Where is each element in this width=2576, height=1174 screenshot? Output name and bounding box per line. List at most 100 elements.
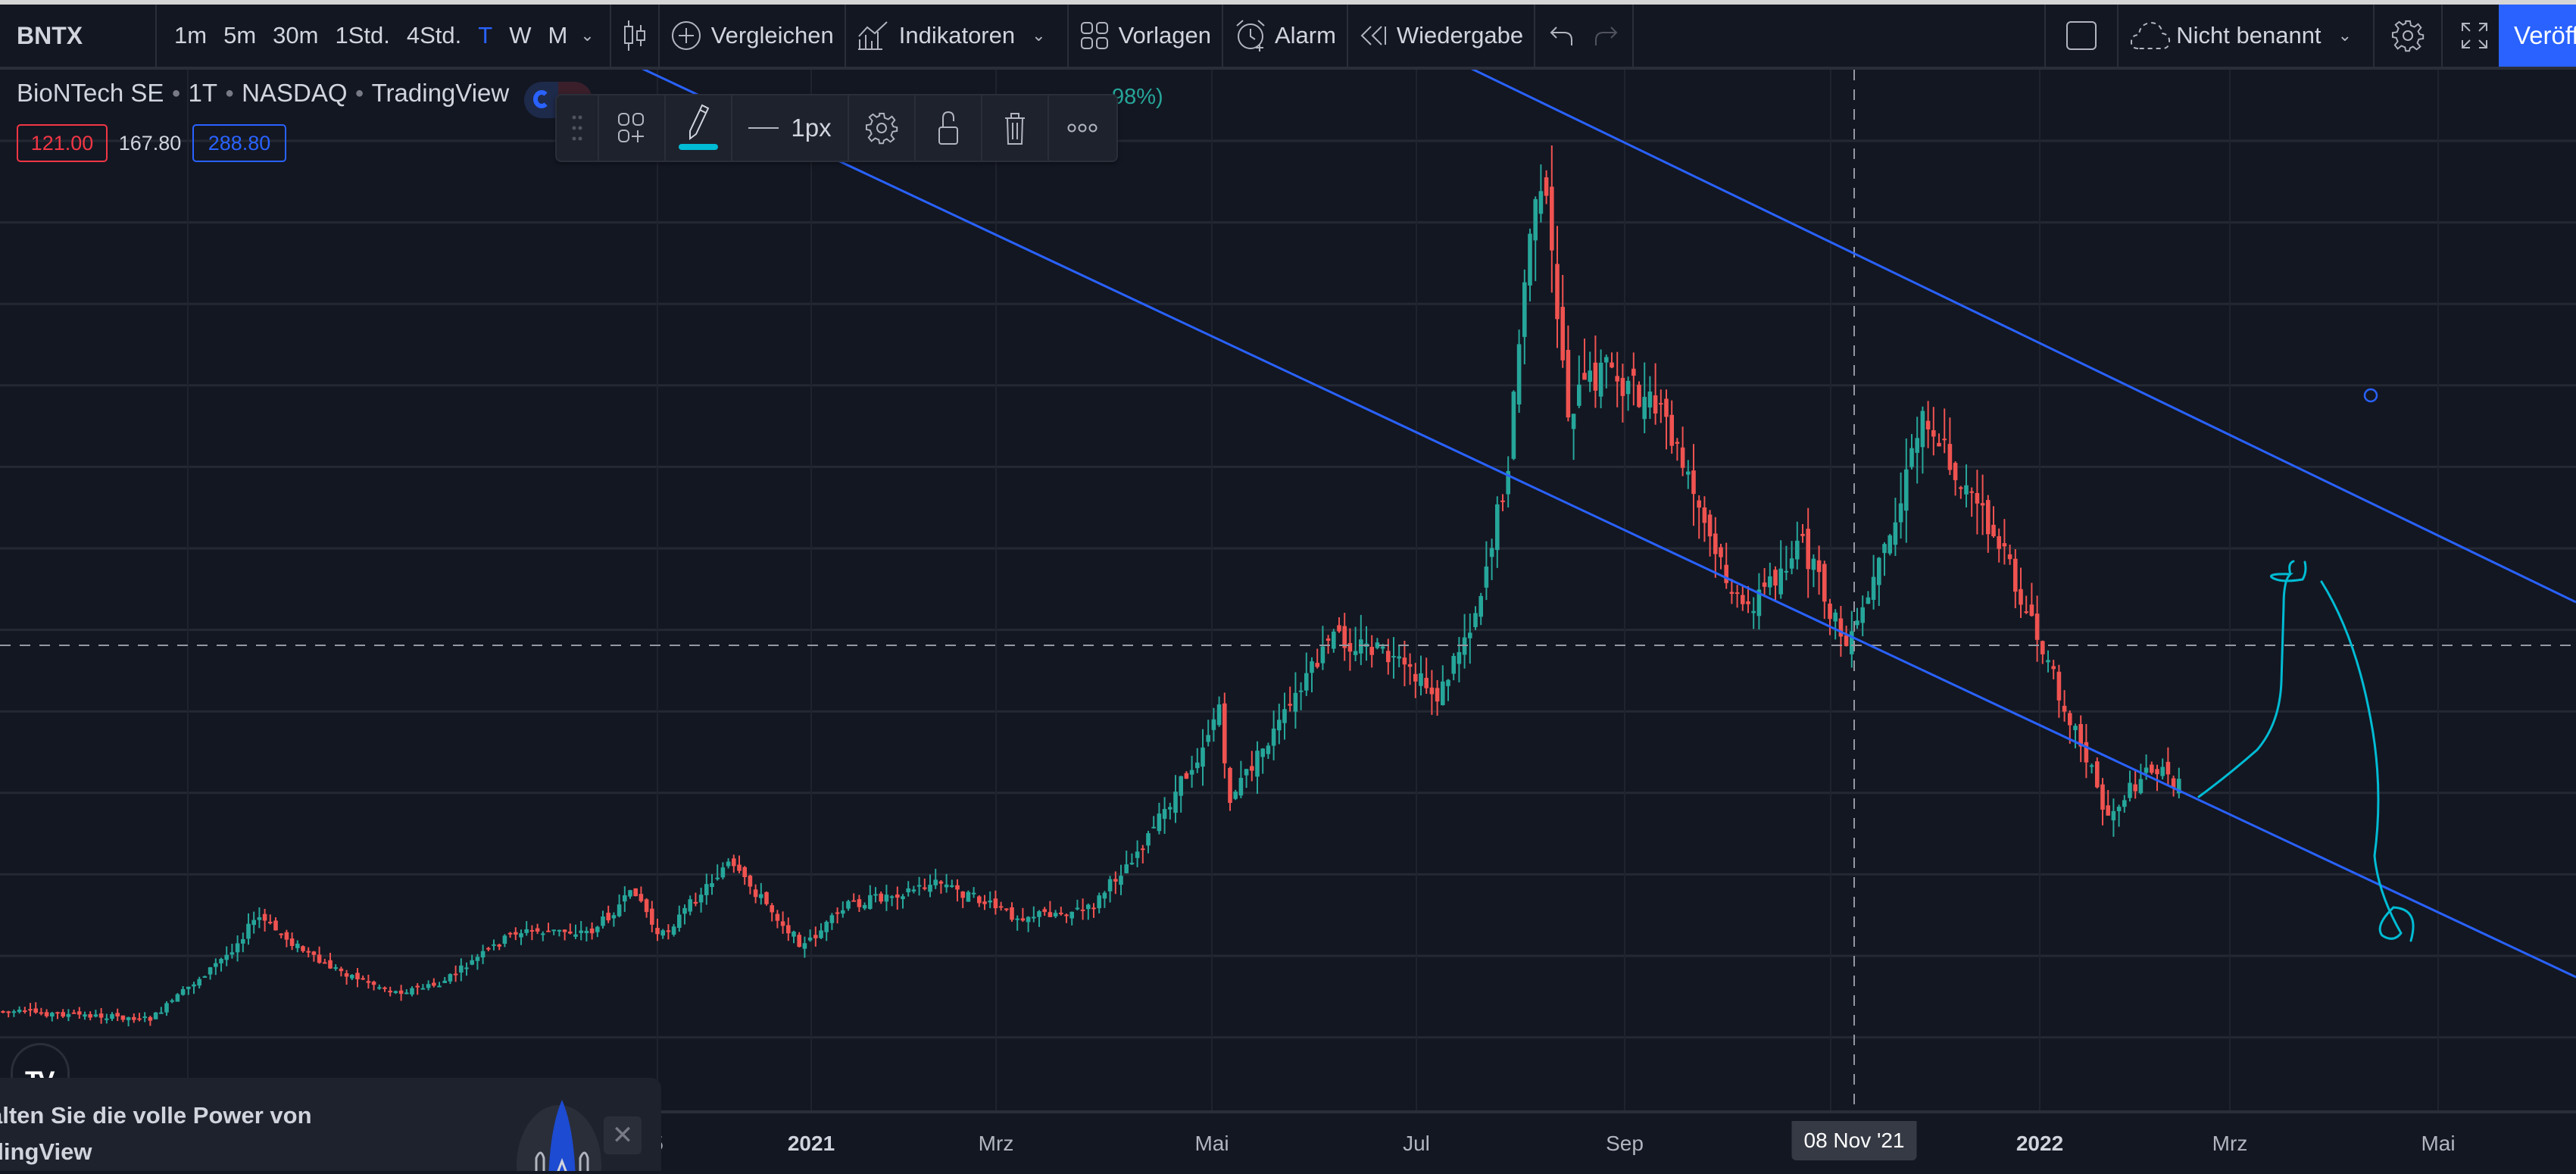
line-width-button[interactable]: 1px (732, 95, 849, 161)
template-add-icon (618, 113, 644, 142)
lock-drawing-button[interactable] (916, 95, 982, 161)
toolbar-divider (2373, 5, 2375, 67)
time-axis-label: Jul (1403, 1132, 1430, 1155)
toolbar-divider (1534, 5, 1536, 67)
toolbar-divider (657, 5, 660, 67)
layout-chevron-icon: ⌄ (2337, 26, 2352, 45)
indicators-label: Indikatoren (898, 22, 1016, 48)
trash-icon (1005, 113, 1025, 145)
toolbar-divider (2441, 5, 2443, 67)
replay-button[interactable]: Wiedergabe (1348, 5, 1534, 67)
toolbar-divider (155, 5, 157, 67)
time-axis-label: Mrz (978, 1132, 1014, 1155)
chart-type-button[interactable] (611, 5, 658, 67)
price-label-mid: 167.80 (118, 131, 182, 155)
publish-button[interactable]: Veröffentlichen (2499, 5, 2576, 67)
legend-separator: ● (171, 84, 181, 101)
legend-exchange: NASDAQ (242, 79, 348, 107)
templates-button[interactable]: Vorlagen (1069, 5, 1222, 67)
time-axis-label: 2022 (2016, 1132, 2064, 1155)
top-toolbar: BNTX 1m 5m 30m 1Std. 4Std. T W M ⌄ Vergl… (0, 5, 2576, 70)
plus-circle-icon (671, 21, 701, 50)
time-axis-label: Sep (1606, 1132, 1644, 1155)
upgrade-promo-panel: alten Sie die volle Power von dingView ✕ (0, 1078, 661, 1171)
toolbar-divider (609, 5, 611, 67)
time-axis-label: Mai (1194, 1132, 1229, 1155)
redo-button[interactable] (1588, 5, 1632, 67)
more-options-button[interactable] (1049, 95, 1116, 161)
line-width-icon (748, 127, 779, 129)
interval-1h[interactable]: 1Std. (335, 22, 390, 48)
cloud-icon (2131, 21, 2171, 49)
pencil-icon (689, 104, 710, 140)
drag-handle[interactable] (557, 95, 599, 161)
line-color-swatch (679, 144, 718, 150)
unlock-icon (938, 111, 958, 145)
rocket-icon (517, 1100, 601, 1171)
layout-name-label: Nicht benannt (2176, 22, 2322, 48)
replay-label: Wiedergabe (1396, 22, 1524, 48)
drawing-floating-toolbar: 1px (555, 94, 1118, 162)
price-label-high: 288.80 (192, 124, 286, 162)
interval-4h[interactable]: 4Std. (406, 22, 462, 48)
fullscreen-button[interactable] (2443, 5, 2506, 67)
toolbar-divider (1632, 5, 1635, 67)
alert-button[interactable]: Alarm (1223, 5, 1347, 67)
candles-icon (623, 20, 645, 51)
drag-dots-icon (572, 115, 582, 141)
compare-label: Vergleichen (710, 22, 834, 48)
chart-pane[interactable] (0, 70, 2576, 1110)
interval-1m[interactable]: 1m (174, 22, 208, 48)
interval-group: 1m 5m 30m 1Std. 4Std. T W M ⌄ (157, 5, 610, 67)
legend-change-percent: 98%) (1112, 85, 1163, 109)
symbol-search-button[interactable]: BNTX (17, 21, 83, 49)
layout-name-button[interactable]: Nicht benannt ⌄ (2119, 5, 2373, 67)
line-color-button[interactable] (666, 95, 732, 161)
series-legend: BioNTech SE ● 1T ● NASDAQ ● TradingView (17, 79, 509, 108)
compare-button[interactable]: Vergleichen (660, 5, 845, 67)
layout-select-button[interactable] (2046, 5, 2117, 67)
toolbar-divider (1346, 5, 1348, 67)
add-to-template-button[interactable] (599, 95, 666, 161)
interval-1mo[interactable]: M (548, 22, 568, 48)
legend-title[interactable]: BioNTech SE (17, 79, 164, 107)
indicators-chevron-icon: ⌄ (1032, 26, 1046, 45)
templates-grid-icon (1080, 22, 1108, 49)
indicators-chart-icon (857, 21, 888, 50)
toolbar-divider (1221, 5, 1223, 67)
interval-30m[interactable]: 30m (273, 22, 319, 48)
legend-separator: ● (354, 84, 364, 101)
legend-source: TradingView (371, 79, 510, 107)
alarm-clock-icon (1236, 20, 1265, 52)
alert-label: Alarm (1274, 22, 1336, 48)
gear-icon (865, 112, 898, 145)
interval-1d[interactable]: T (478, 22, 493, 48)
price-chart-canvas[interactable] (0, 70, 2576, 1110)
undo-icon (1550, 27, 1573, 45)
close-promo-button[interactable]: ✕ (604, 1116, 642, 1154)
undo-button[interactable] (1535, 5, 1588, 67)
promo-text-line1: alten Sie die volle Power von (0, 1102, 312, 1129)
price-label-low: 121.00 (17, 124, 108, 162)
interval-5m[interactable]: 5m (223, 22, 257, 48)
more-dots-icon (1067, 123, 1098, 133)
templates-label: Vorlagen (1118, 22, 1211, 48)
gear-icon (2391, 20, 2425, 52)
delete-drawing-button[interactable] (982, 95, 1049, 161)
interval-dropdown-chevron-icon[interactable]: ⌄ (580, 26, 595, 45)
line-width-label: 1px (791, 114, 832, 142)
time-axis-label: 2021 (787, 1132, 835, 1155)
drawing-settings-button[interactable] (849, 95, 916, 161)
interval-1w[interactable]: W (509, 22, 532, 48)
crosshair-time-label: 08 Nov '21 (1791, 1121, 1917, 1160)
toolbar-divider (1066, 5, 1069, 67)
promo-text: alten Sie die volle Power von dingView (0, 1098, 520, 1170)
square-layout-icon (2066, 21, 2097, 50)
chart-settings-button[interactable] (2375, 5, 2441, 67)
promo-text-line2: dingView (0, 1138, 92, 1165)
toolbar-divider (2117, 5, 2119, 67)
moon-icon (533, 90, 550, 108)
indicators-button[interactable]: Indikatoren ⌄ (846, 5, 1067, 67)
time-axis-label: Mai (2421, 1132, 2456, 1155)
rewind-icon (1360, 26, 1386, 45)
